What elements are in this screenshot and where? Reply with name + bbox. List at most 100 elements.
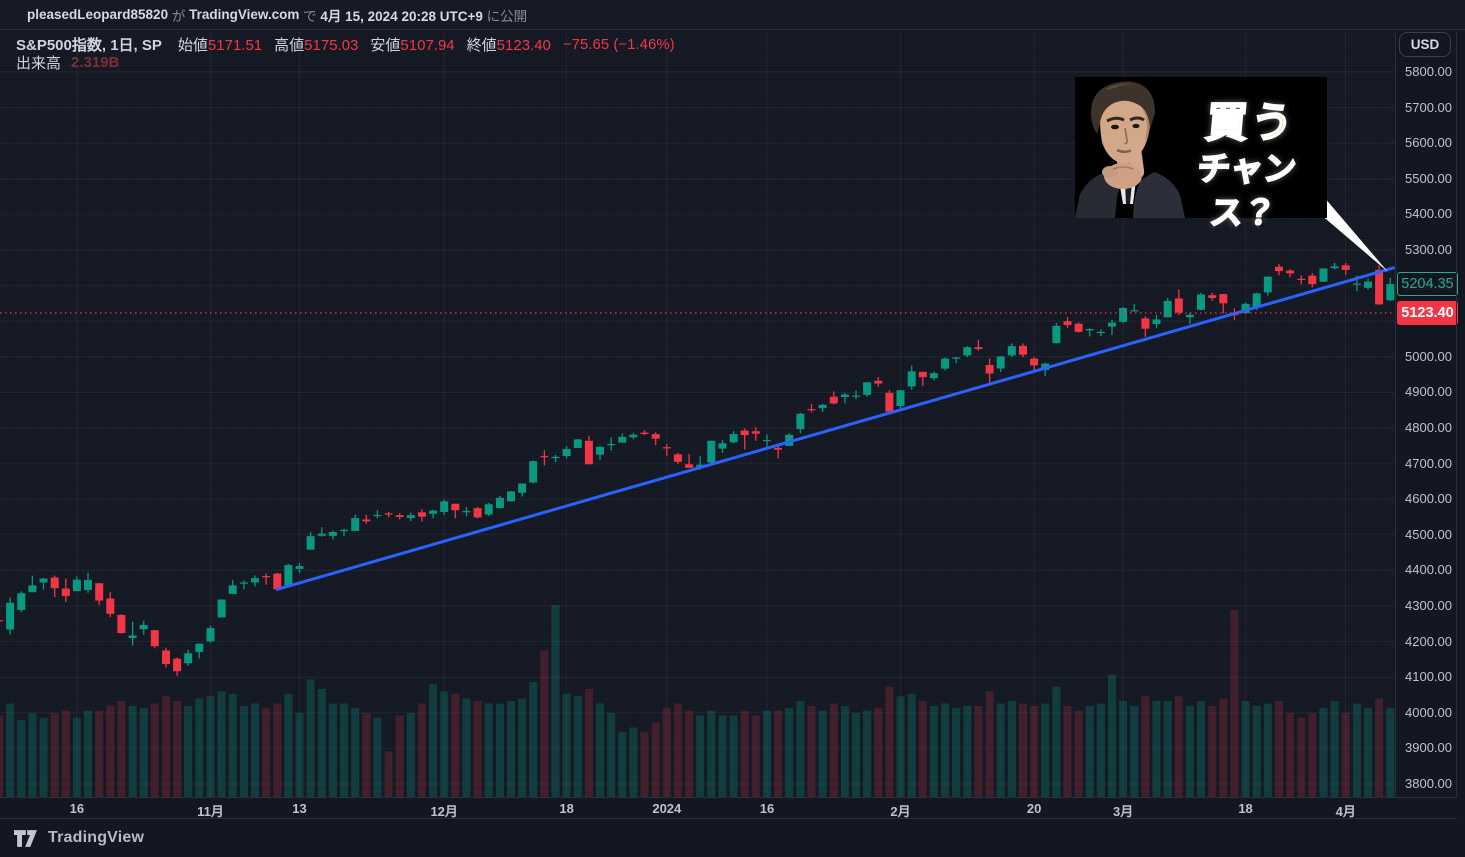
candle — [1197, 292, 1205, 311]
volume-bar — [807, 705, 816, 797]
candle — [751, 427, 760, 441]
candle — [551, 454, 560, 463]
candle — [941, 357, 950, 371]
candle — [173, 657, 182, 676]
price-axis-label: 5000.00 — [1405, 348, 1452, 364]
time-axis-label: 16 — [759, 801, 775, 816]
volume-bar — [328, 703, 337, 797]
volume-bar — [1007, 701, 1016, 797]
ohlc-label: 終値 — [466, 36, 497, 54]
volume-bar — [774, 710, 783, 797]
candle — [785, 433, 794, 446]
candle — [217, 599, 226, 618]
volume-bar — [1364, 708, 1372, 797]
volume-bar — [985, 691, 994, 797]
candle — [6, 597, 15, 635]
price-axis[interactable]: 5800.00 5700.00 5600.00 5500.00 5400.00 5300.… — [1395, 31, 1465, 797]
volume-bar — [573, 696, 582, 797]
volume-bar — [1263, 703, 1272, 797]
symbol-title[interactable]: S&P500指数, 1日, SP — [16, 36, 162, 54]
candle — [518, 483, 527, 497]
volume-bar — [929, 705, 938, 797]
volume-bar — [629, 727, 638, 797]
trendline-drawing[interactable] — [275, 266, 1395, 591]
price-axis-label: 5400.00 — [1405, 206, 1452, 222]
candle — [963, 346, 972, 358]
candle — [1152, 314, 1161, 329]
legend-ohlc-row: S&P500指数, 1日, SP 始値5171.51 高値5175.03 安値510… — [16, 35, 675, 54]
candle — [1297, 275, 1306, 285]
candle — [584, 435, 593, 465]
volume-bar — [673, 703, 682, 797]
time-axis-label: 3月 — [1113, 804, 1134, 819]
time-axis[interactable]: 16 11月 13 12月 18 2024 16 2月 20 3月 18 4月 — [0, 797, 1457, 819]
candle — [863, 382, 872, 397]
volume-bar — [239, 705, 248, 797]
candle — [662, 444, 671, 456]
volume-bar — [251, 703, 259, 797]
change-value: −75.65 (−1.46%) — [562, 35, 675, 53]
currency-button[interactable]: USD — [1399, 32, 1451, 57]
footer: TradingView — [0, 819, 1465, 857]
volume-bar — [974, 705, 983, 797]
volume-bar — [685, 710, 694, 797]
portrait-photo — [1075, 77, 1185, 218]
volume-bar — [1275, 701, 1283, 797]
volume-bar — [139, 708, 148, 797]
candle — [150, 630, 159, 649]
volume-bar — [885, 686, 894, 797]
particle: が — [168, 8, 190, 24]
volume-bar — [284, 693, 293, 797]
volume-bar — [818, 710, 827, 797]
volume-bar — [184, 705, 193, 797]
volume-bar — [95, 710, 104, 797]
volume-bar — [406, 713, 415, 797]
volume-bar — [417, 703, 426, 797]
volume-bar — [1352, 703, 1361, 797]
volume-bar — [1063, 705, 1072, 797]
candle — [1263, 276, 1272, 296]
candle — [206, 625, 215, 643]
volume-bar — [662, 708, 671, 797]
volume-bar — [1085, 705, 1094, 797]
candle — [39, 577, 48, 590]
candle — [562, 446, 571, 459]
volume-bar — [584, 689, 593, 797]
candle — [451, 503, 460, 519]
candle — [907, 365, 916, 390]
price-axis-label: 4000.00 — [1405, 704, 1452, 720]
time-axis-label: 11月 — [197, 804, 224, 819]
candle — [740, 428, 749, 450]
volume-bar — [852, 713, 860, 797]
candle — [495, 496, 504, 509]
candle — [284, 564, 293, 588]
volume-bar — [896, 696, 905, 797]
photo-overlay[interactable]: 買う チャンス？ — [1075, 77, 1327, 232]
chart-plot-area[interactable]: S&P500指数, 1日, SP 始値5171.51 高値5175.03 安値510… — [0, 31, 1395, 797]
volume-bar — [1241, 701, 1250, 797]
volume-bar — [340, 703, 348, 797]
volume-label[interactable]: 出来高 — [16, 54, 62, 72]
volume-bar — [295, 713, 304, 797]
candle — [228, 580, 237, 594]
candle — [651, 432, 660, 446]
legend-volume-row: 出来高 2.319B — [16, 53, 675, 72]
ohlc-label: 高値 — [274, 36, 305, 54]
candle — [718, 440, 727, 453]
volume-bar — [907, 693, 916, 797]
volume-bar — [507, 701, 515, 797]
time-axis-label: 20 — [1026, 801, 1042, 816]
candle — [996, 356, 1005, 373]
candle — [1096, 329, 1105, 337]
volume-bar — [395, 715, 404, 797]
tradingview-logo[interactable]: TradingView — [14, 829, 144, 847]
candle — [128, 621, 137, 646]
candle — [306, 532, 315, 550]
volume-bar — [117, 701, 126, 797]
arrow-annotation[interactable] — [1309, 193, 1388, 272]
candle — [440, 499, 449, 515]
overlay-caption-line2: チャンス？ — [1195, 149, 1299, 232]
volume-bar — [1219, 698, 1228, 797]
volume-bar — [1163, 701, 1172, 797]
volume-bar — [106, 705, 115, 797]
